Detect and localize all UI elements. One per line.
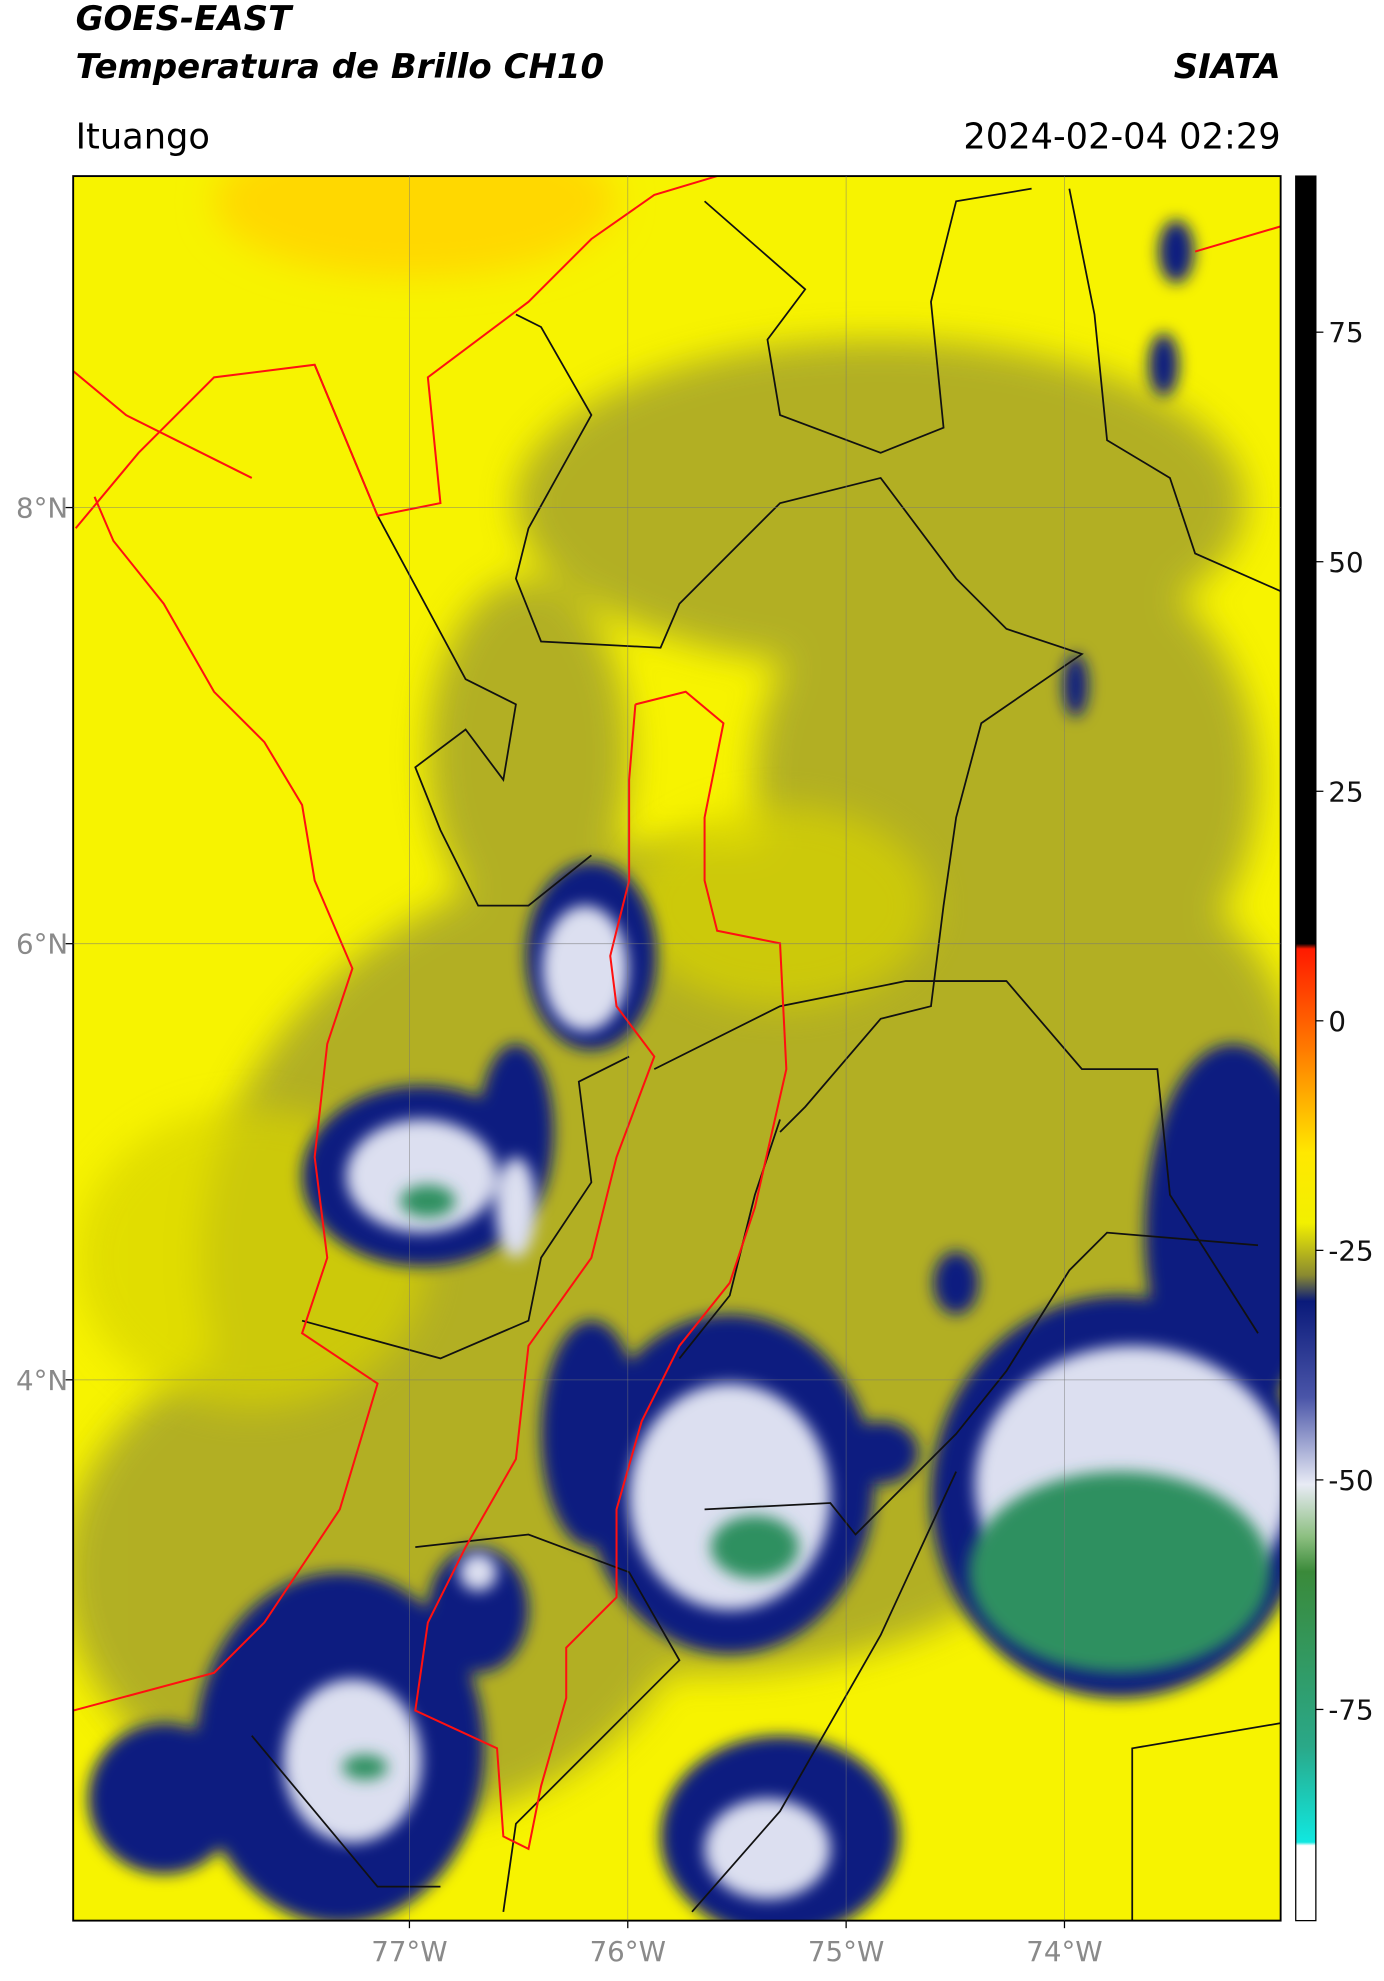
subtitle: Temperatura de Brillo CH10 [76, 47, 604, 87]
satellite-image [73, 176, 1281, 1921]
lat-label: 8°N [16, 492, 68, 525]
brand: SIATA [1174, 47, 1281, 87]
colorbar-label: 75 [1328, 316, 1363, 349]
colorbar-label: -25 [1328, 1234, 1373, 1267]
lon-label: 76°W [590, 1935, 666, 1968]
title: GOES-EAST [76, 0, 294, 39]
lat-label: 4°N [16, 1364, 68, 1397]
lat-label: 6°N [16, 928, 68, 961]
lon-label: 77°W [371, 1935, 447, 1968]
colorbar-label: -50 [1328, 1464, 1373, 1497]
colorbar-label: -75 [1328, 1694, 1373, 1727]
colorbar-label: 25 [1328, 775, 1363, 808]
colorbar-label: 50 [1328, 546, 1363, 579]
map-frame [72, 175, 1282, 1922]
datetime: 2024-02-04 02:29 [963, 116, 1280, 157]
colorbar [1295, 175, 1317, 1922]
lon-label: 75°W [808, 1935, 884, 1968]
location: Ituango [76, 116, 210, 157]
colorbar-label: 0 [1328, 1005, 1346, 1038]
lon-label: 74°W [1026, 1935, 1102, 1968]
